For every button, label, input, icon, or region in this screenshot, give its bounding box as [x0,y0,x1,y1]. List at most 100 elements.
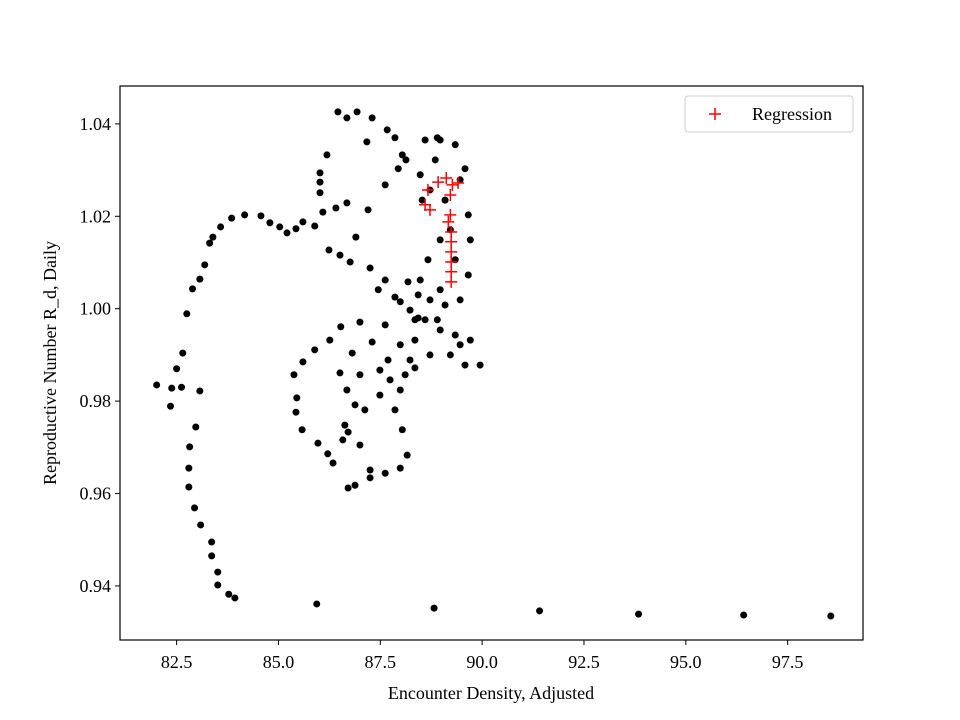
data-point [266,219,274,227]
data-point [196,275,204,283]
data-point [414,291,422,299]
data-point [341,421,349,429]
data-point [394,165,402,173]
data-point [381,181,389,189]
data-point [299,358,307,366]
data-point [466,336,474,344]
data-point [430,604,438,612]
data-point [346,258,354,266]
data-point [334,108,342,116]
data-point [376,366,384,374]
data-point [344,484,352,492]
data-point [406,306,414,314]
x-tick-label: 92.5 [568,652,600,672]
regression-point [419,198,432,211]
data-point [536,607,544,615]
data-point [406,356,414,364]
y-tick-label: 0.98 [80,391,112,411]
x-tick-label: 97.5 [772,652,804,672]
data-point [214,581,222,589]
data-point [186,443,194,451]
data-point [433,316,441,324]
data-point [332,204,340,212]
data-point [398,151,406,159]
data-point [356,441,364,449]
data-point [411,364,419,372]
legend-label: Regression [752,104,832,124]
data-point [403,451,411,459]
data-point [402,156,410,164]
data-point [290,371,298,379]
data-point [316,178,324,186]
x-tick-label: 87.5 [365,652,397,672]
data-point [316,169,324,177]
data-point [398,426,406,434]
data-point [368,338,376,346]
x-tick-label: 90.0 [466,652,498,672]
plot-frame [119,85,864,641]
data-point [396,298,404,306]
data-point [352,233,360,241]
data-point [192,423,200,431]
data-point [361,406,369,414]
data-point [384,356,392,364]
data-point [313,600,321,608]
data-point [299,218,307,226]
data-point [426,351,434,359]
data-point [185,464,193,472]
data-point [456,296,464,304]
data-point [316,189,324,197]
data-point [153,381,161,389]
data-point [476,361,484,369]
data-point [461,361,469,369]
data-point [391,293,399,301]
data-point [418,196,426,204]
regression-point [432,176,445,189]
data-point [189,285,197,293]
data-point [173,365,181,373]
data-point [353,108,361,116]
data-point [201,261,209,269]
regression-point [445,235,458,248]
data-point [339,436,347,444]
data-point [298,426,306,434]
data-point [348,349,356,357]
data-point [416,276,424,284]
data-point [324,450,332,458]
data-point [319,208,327,216]
regression-point [421,183,434,196]
data-point [433,134,441,142]
x-tick-label: 85.0 [263,652,295,672]
legend: Regression [684,95,854,133]
data-point [356,371,364,379]
data-point [292,225,300,233]
data-point [396,464,404,472]
data-point [314,439,322,447]
y-tick-label: 1.04 [80,114,112,134]
data-point [421,136,429,144]
data-point [391,406,399,414]
data-point [351,481,359,489]
data-point [344,428,352,436]
data-point [217,223,225,231]
regression-point [445,265,458,278]
data-point [209,233,217,241]
y-tick-label: 0.94 [80,576,112,596]
data-point [179,349,187,357]
data-point [343,114,351,122]
data-point [396,341,404,349]
data-point [323,151,331,159]
data-point [214,568,222,576]
data-point [343,199,351,207]
legend-marker [709,108,721,120]
data-point [466,236,474,244]
data-point [336,369,344,377]
data-point [183,310,191,318]
data-point [396,386,404,394]
data-point [311,222,319,230]
data-point [178,383,186,391]
data-point [456,341,464,349]
data-point [446,351,454,359]
data-point [464,271,472,279]
